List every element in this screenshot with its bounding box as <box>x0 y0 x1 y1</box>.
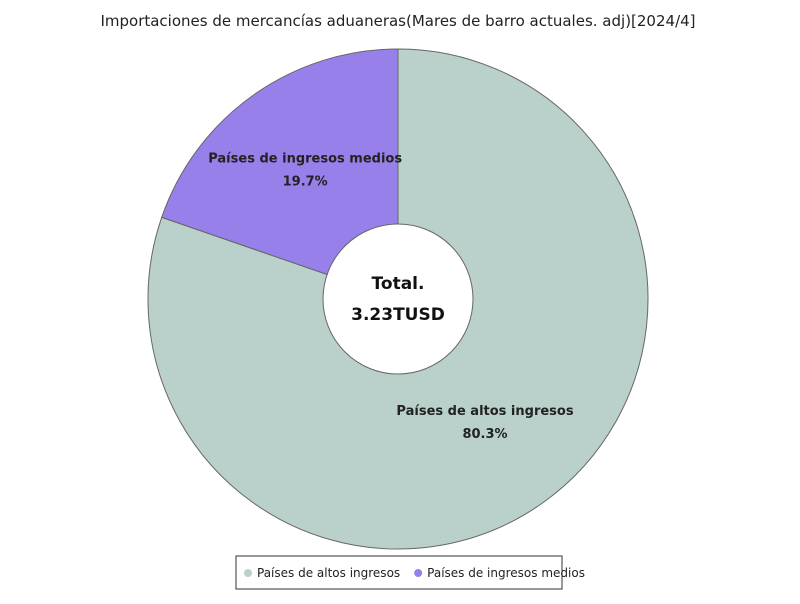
legend-items: Países de altos ingresos Países de ingres… <box>244 566 585 580</box>
slice-value-label: 80.3% <box>462 427 507 442</box>
slice-category-label: Países de altos ingresos <box>396 404 573 419</box>
center-value: 3.23TUSD <box>351 305 445 325</box>
legend-border <box>235 555 563 590</box>
slice-category-label: Países de ingresos medios <box>208 152 402 167</box>
chart-title: Importaciones de mercancías aduaneras(Ma… <box>100 12 695 30</box>
legend-label: Países de ingresos medios <box>427 566 585 580</box>
donut-hole <box>322 223 474 375</box>
slice-value-label: 19.7% <box>283 175 328 190</box>
legend-marker <box>414 569 423 577</box>
legend: Países de altos ingresos Países de ingres… <box>235 555 585 590</box>
pie-slice <box>161 48 399 300</box>
slice-labels: Países de altos ingresos 80.3% Países de i… <box>208 152 574 443</box>
center-label: Total. <box>372 274 425 294</box>
legend-marker <box>244 569 252 577</box>
legend-label: Países de altos ingresos <box>257 566 400 580</box>
